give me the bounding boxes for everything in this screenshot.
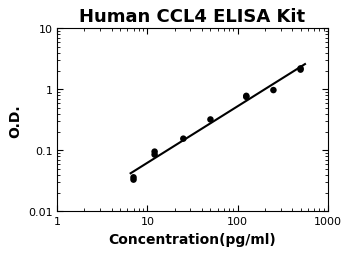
Point: [208, 118, 213, 122]
Point: [181, 137, 186, 141]
Point: [131, 178, 136, 182]
Point: [244, 96, 249, 100]
Title: Human CCL4 ELISA Kit: Human CCL4 ELISA Kit: [79, 8, 306, 26]
Point: [298, 67, 303, 71]
Point: [271, 89, 276, 93]
Point: [131, 176, 136, 180]
Point: [244, 94, 249, 99]
Point: [298, 68, 303, 72]
X-axis label: Concentration(pg/ml): Concentration(pg/ml): [108, 232, 276, 246]
Y-axis label: O.D.: O.D.: [8, 104, 22, 137]
Point: [152, 153, 158, 157]
Point: [152, 150, 158, 154]
